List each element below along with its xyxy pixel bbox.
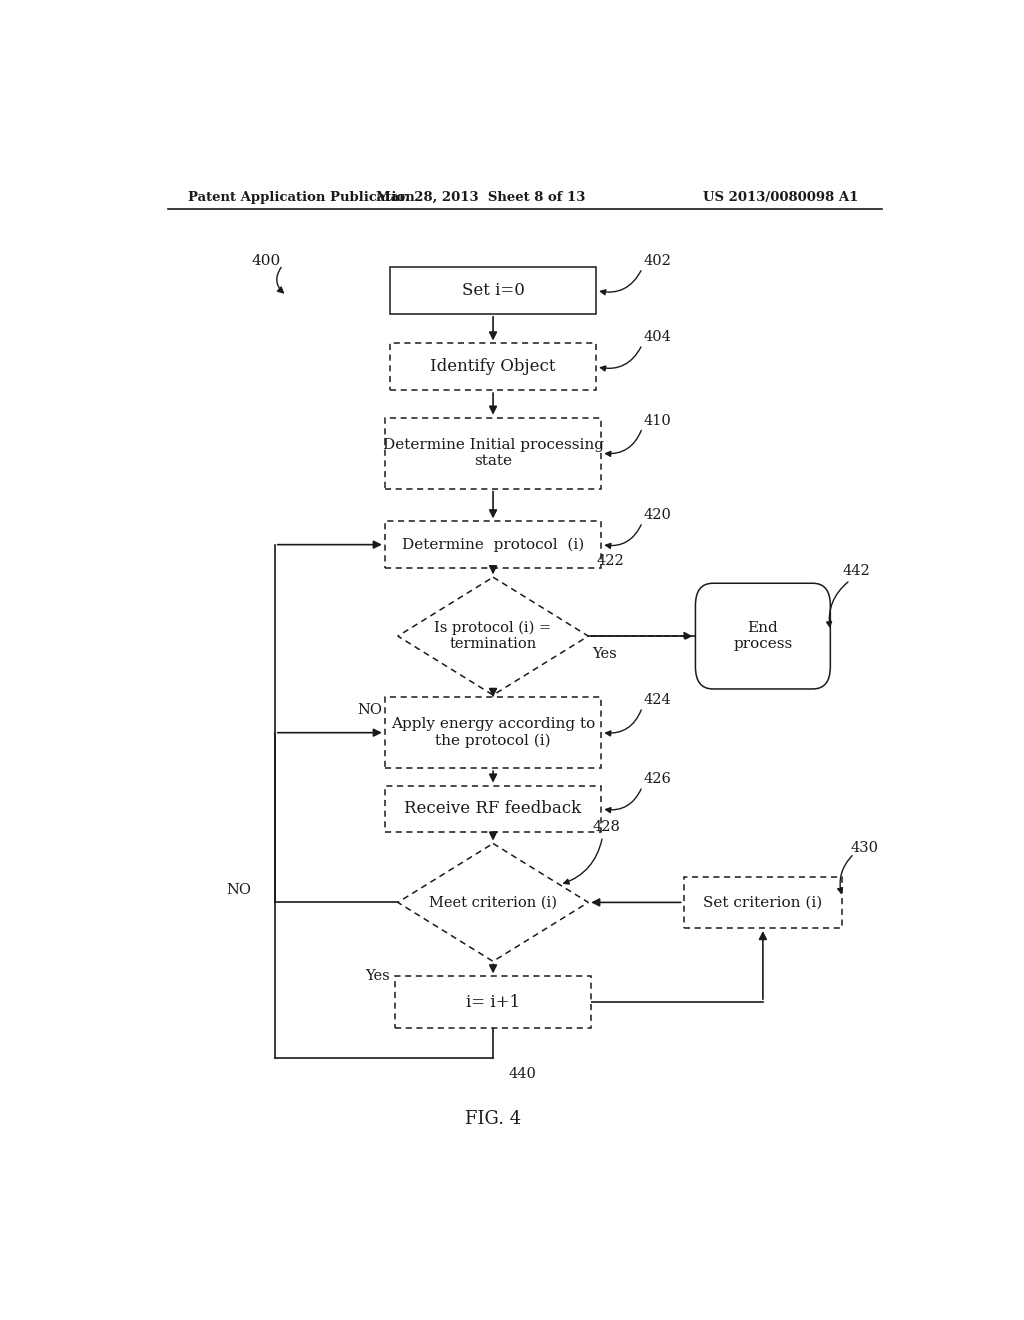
Text: 402: 402 [644,255,672,268]
Text: NO: NO [226,883,252,898]
Text: NO: NO [357,704,382,717]
Text: 422: 422 [596,554,624,568]
Polygon shape [397,577,588,696]
Bar [385,697,601,768]
Text: End
process: End process [733,620,793,651]
Text: 442: 442 [842,564,870,578]
Text: Yes: Yes [366,969,390,983]
Polygon shape [397,843,588,961]
Text: Receive RF feedback: Receive RF feedback [404,800,582,817]
Bar [385,417,601,488]
Text: Identify Object: Identify Object [430,358,556,375]
Text: 400: 400 [251,255,281,268]
Bar [385,521,601,568]
Text: i= i+1: i= i+1 [466,994,520,1011]
Text: 410: 410 [644,413,672,428]
Text: 426: 426 [644,772,672,787]
Text: 404: 404 [644,330,672,345]
Text: 424: 424 [644,693,672,708]
FancyBboxPatch shape [695,583,830,689]
Text: 440: 440 [509,1068,537,1081]
Text: 430: 430 [850,841,879,854]
Bar [385,785,601,833]
Bar [390,267,596,314]
Bar [684,876,843,928]
Text: 420: 420 [644,508,672,523]
Bar [390,343,596,391]
Text: Determine  protocol  (i): Determine protocol (i) [402,537,584,552]
Text: Patent Application Publication: Patent Application Publication [187,190,415,203]
Bar [395,977,591,1028]
Text: Apply energy according to
the protocol (i): Apply energy according to the protocol (… [391,717,595,748]
Text: 428: 428 [592,820,621,834]
Text: Determine Initial processing
state: Determine Initial processing state [383,438,603,469]
Text: Mar. 28, 2013  Sheet 8 of 13: Mar. 28, 2013 Sheet 8 of 13 [377,190,586,203]
Text: FIG. 4: FIG. 4 [465,1110,521,1127]
Text: US 2013/0080098 A1: US 2013/0080098 A1 [702,190,858,203]
Text: Is protocol (i) =
termination: Is protocol (i) = termination [434,620,552,651]
Text: Set i=0: Set i=0 [462,282,524,300]
Text: Meet criterion (i): Meet criterion (i) [429,895,557,909]
Text: Set criterion (i): Set criterion (i) [703,895,822,909]
Text: Yes: Yes [592,648,617,661]
